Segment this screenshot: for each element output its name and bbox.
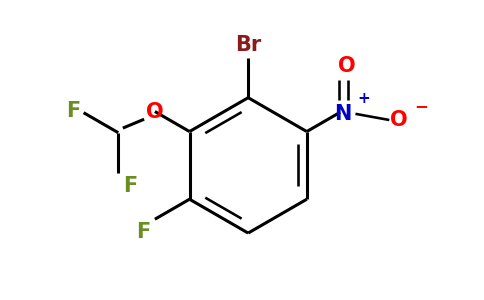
Text: −: − xyxy=(414,97,428,115)
Text: O: O xyxy=(338,56,356,76)
Text: O: O xyxy=(146,101,164,122)
Text: F: F xyxy=(66,101,80,121)
Text: F: F xyxy=(136,222,150,242)
Text: N: N xyxy=(334,104,352,124)
Text: Br: Br xyxy=(235,34,261,55)
Text: O: O xyxy=(390,110,408,130)
Text: +: + xyxy=(357,91,370,106)
Text: F: F xyxy=(123,176,137,196)
